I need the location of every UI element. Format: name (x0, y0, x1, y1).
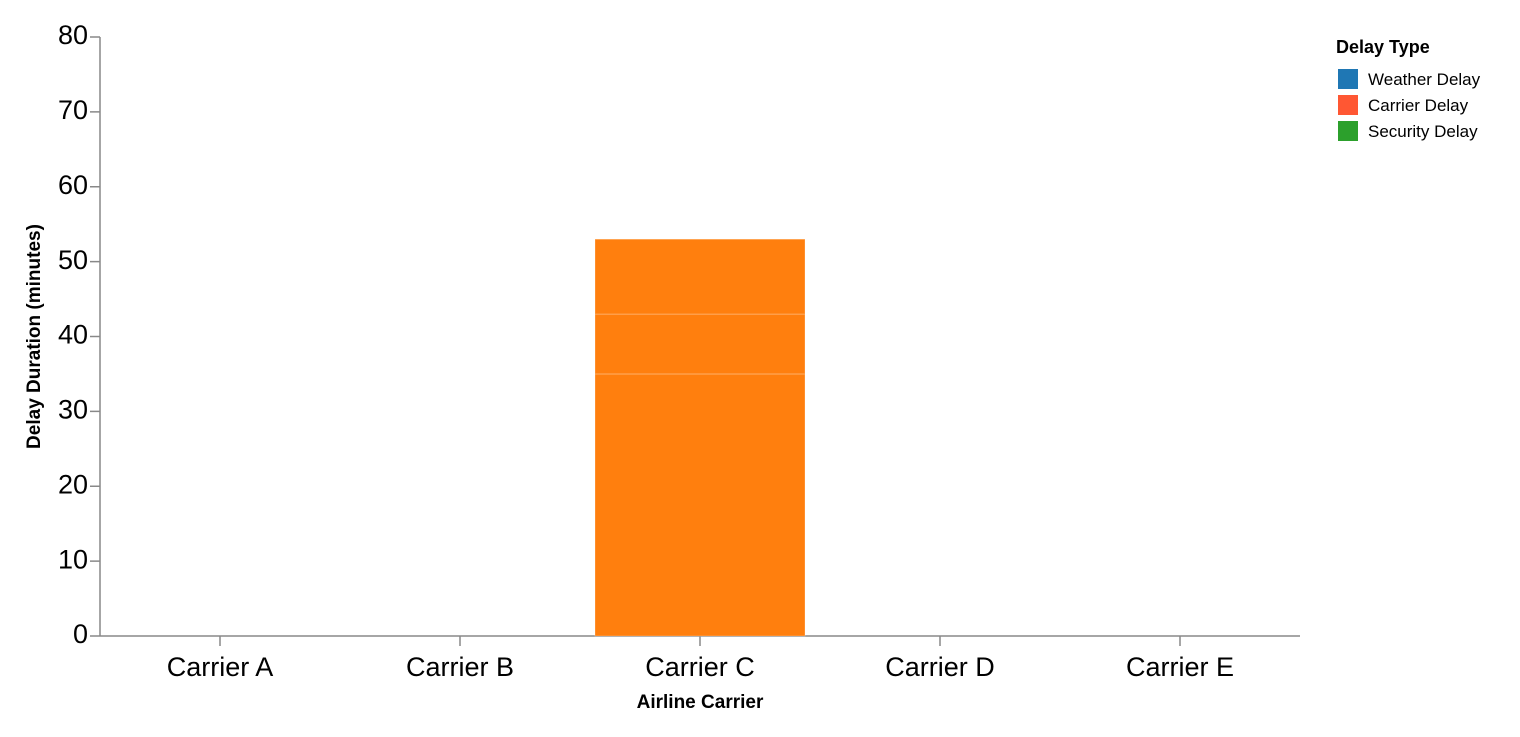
bars (594, 238, 806, 637)
x-tick-label: Carrier D (885, 652, 995, 682)
y-tick-label: 10 (58, 544, 88, 574)
legend-swatch (1338, 95, 1358, 115)
y-tick-label: 70 (58, 95, 88, 125)
x-axis: Carrier A Carrier B Carrier C Carrier D Carr… (100, 635, 1300, 682)
y-tick-label: 20 (58, 469, 88, 499)
legend-swatch (1338, 121, 1358, 141)
bar-segment (594, 373, 806, 637)
legend-label: Weather Delay (1368, 70, 1481, 89)
y-tick-label: 60 (58, 170, 88, 200)
legend-label: Carrier Delay (1368, 96, 1469, 115)
y-axis-title: Delay Duration (minutes) (24, 224, 45, 449)
bar-segment (594, 313, 806, 375)
y-tick-label: 50 (58, 245, 88, 275)
bar-segment (594, 238, 806, 315)
x-tick-label: Carrier E (1126, 652, 1234, 682)
y-axis: 0 10 20 30 40 50 60 70 80 (58, 20, 101, 649)
y-tick-label: 80 (58, 20, 88, 50)
y-tick-label: 0 (73, 619, 88, 649)
legend: Delay Type Weather Delay Carrier Delay Sec… (1336, 37, 1481, 141)
x-tick-label: Carrier A (167, 652, 274, 682)
x-tick-label: Carrier B (406, 652, 514, 682)
legend-title: Delay Type (1336, 37, 1430, 57)
y-tick-label: 40 (58, 320, 88, 350)
x-tick-label: Carrier C (645, 652, 755, 682)
y-tick-label: 30 (58, 395, 88, 425)
x-axis-title: Airline Carrier (637, 692, 764, 713)
legend-label: Security Delay (1368, 122, 1478, 141)
legend-swatch (1338, 69, 1358, 89)
